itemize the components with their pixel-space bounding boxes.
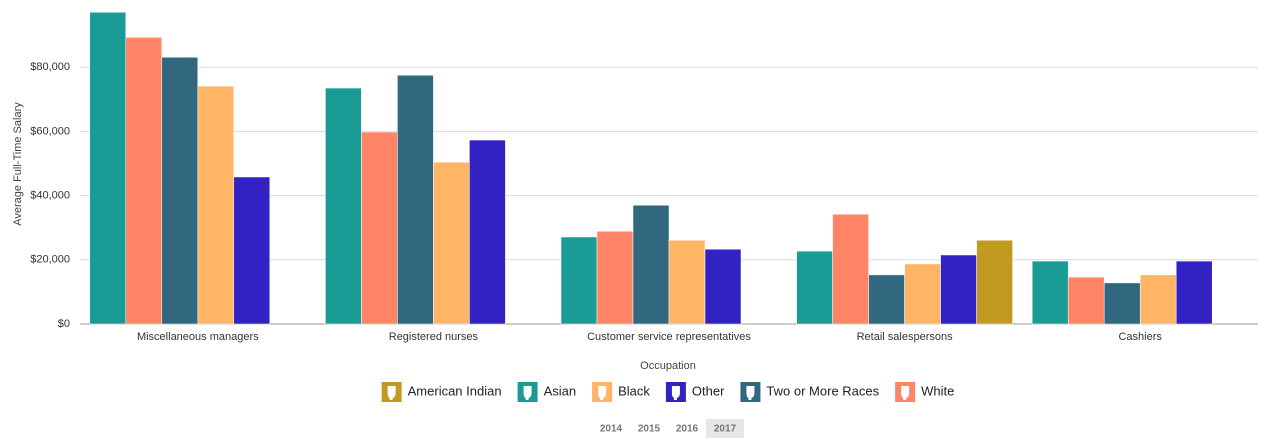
bar [469, 139, 506, 325]
bar [904, 263, 941, 325]
bar [596, 230, 634, 325]
year-label: 2014 [600, 424, 623, 435]
legend-icon [671, 386, 680, 400]
y-tick-label: $40,000 [30, 190, 70, 202]
legend-item[interactable]: American Indian [381, 382, 502, 402]
x-axis-title: Occupation [640, 360, 696, 372]
bar [433, 161, 470, 325]
year-button[interactable]: 2017 [706, 419, 744, 438]
legend-icon [598, 386, 607, 400]
legend-icon [523, 386, 532, 400]
legend-icon [901, 386, 910, 400]
legend-icon [746, 386, 755, 400]
bar [796, 250, 833, 325]
legend-item[interactable]: Other [665, 382, 725, 402]
y-axis-title: Average Full-Time Salary [12, 102, 24, 226]
legend-label: Asian [544, 383, 577, 398]
bar [832, 213, 869, 325]
bar [197, 85, 235, 325]
x-tick-label: Miscellaneous managers [137, 331, 259, 343]
bar [1067, 276, 1105, 325]
y-tick-label: $0 [58, 318, 70, 330]
legend-label: Two or More Races [766, 383, 879, 398]
bar [361, 131, 398, 325]
legend-icon [387, 386, 396, 400]
y-tick-label: $60,000 [30, 125, 70, 137]
bar [868, 274, 905, 325]
year-button[interactable]: 2014 [600, 424, 623, 435]
x-tick-label: Retail salespersons [857, 331, 953, 343]
legend-label: Black [618, 383, 650, 398]
bar [233, 176, 271, 325]
year-label: 2015 [638, 424, 661, 435]
legend-label: American Indian [408, 383, 502, 398]
x-tick-label: Cashiers [1118, 331, 1162, 343]
y-tick-label: $80,000 [30, 61, 70, 73]
year-button[interactable]: 2015 [638, 424, 661, 435]
bar [560, 236, 598, 325]
bar [704, 248, 742, 325]
bar [632, 204, 670, 325]
bar [89, 12, 127, 325]
x-tick-label: Customer service representatives [587, 331, 751, 343]
year-label: 2016 [676, 424, 699, 435]
bar [668, 239, 706, 325]
bar [1175, 260, 1213, 325]
y-tick-label: $20,000 [30, 254, 70, 266]
year-button[interactable]: 2016 [676, 424, 699, 435]
legend-label: Other [692, 383, 725, 398]
legend-item[interactable]: White [895, 382, 954, 402]
bar [1103, 282, 1141, 325]
legend-item[interactable]: Asian [517, 382, 577, 402]
bar [976, 239, 1013, 325]
legend: American Indian Asian Black Other Two or Mor… [381, 382, 954, 402]
year-label: 2017 [714, 424, 737, 435]
bar [325, 87, 362, 325]
bar [397, 74, 434, 325]
bar [1139, 274, 1177, 325]
bar [161, 56, 199, 325]
bar [1031, 260, 1069, 325]
legend-item[interactable]: Two or More Races [740, 382, 880, 402]
legend-item[interactable]: Black [592, 382, 650, 402]
legend-label: White [921, 383, 954, 398]
x-tick-label: Registered nurses [389, 331, 479, 343]
bar [940, 254, 977, 325]
year-highlight [706, 419, 744, 438]
bar [125, 37, 163, 325]
